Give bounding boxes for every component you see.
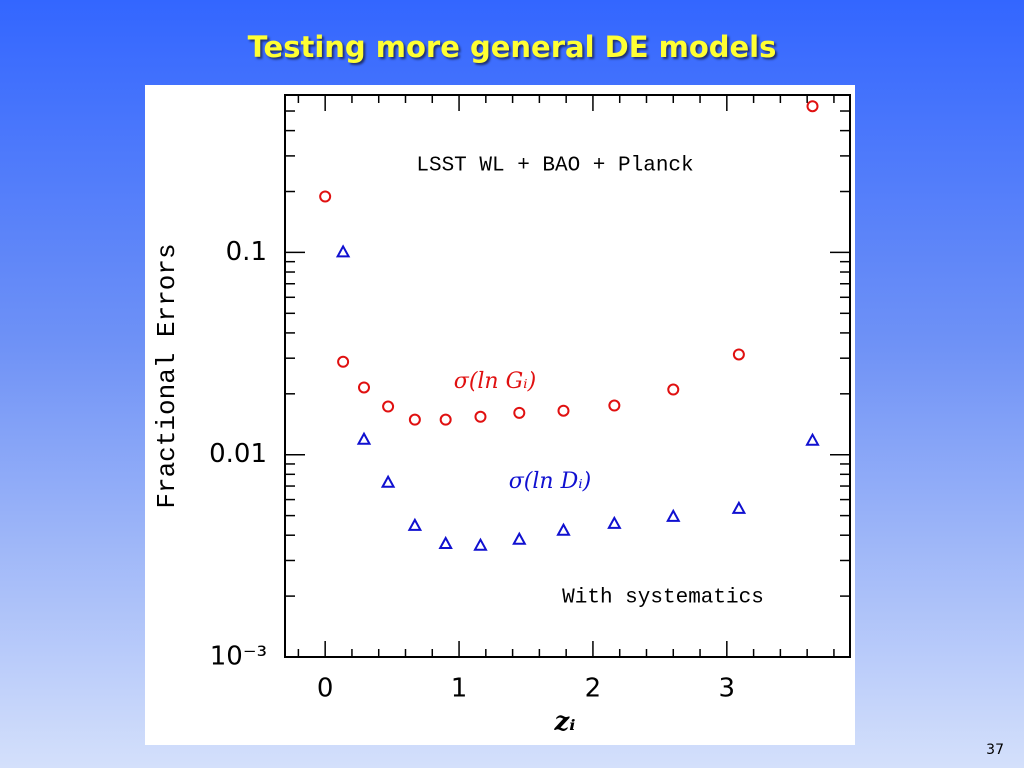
data-point <box>513 406 526 419</box>
annotation: With systematics <box>562 587 764 610</box>
data-point <box>731 500 747 514</box>
data-point <box>474 410 487 423</box>
data-point <box>732 348 745 361</box>
chart-background <box>145 85 855 745</box>
y-tick-label: 0.1 <box>226 237 267 267</box>
data-point <box>357 381 370 394</box>
data-point <box>335 244 351 258</box>
data-point <box>382 400 395 413</box>
data-point <box>557 404 570 417</box>
y-axis-label: Fractional Errors <box>152 243 182 508</box>
x-tick-label: 0 <box>317 674 334 704</box>
data-point <box>806 100 819 113</box>
slide-title: Testing more general DE models <box>247 30 777 64</box>
data-point <box>667 383 680 396</box>
data-point <box>408 413 421 426</box>
data-point <box>438 535 453 549</box>
series-label: σ(ln Gᵢ) <box>454 369 536 394</box>
y-tick-label: 10⁻³ <box>210 642 267 672</box>
data-point <box>407 517 423 531</box>
page-number: 37 <box>986 742 1004 758</box>
data-point <box>319 190 332 203</box>
x-tick-label: 3 <box>719 674 736 704</box>
data-point <box>337 355 350 368</box>
chart: LSST WL + BAO + Planck With systematics … <box>145 85 855 745</box>
data-point <box>666 508 681 522</box>
plot-frame <box>284 94 851 658</box>
y-tick-label: 0.01 <box>209 439 267 469</box>
data-point <box>556 522 571 536</box>
data-point <box>356 431 372 445</box>
x-tick-label: 1 <box>451 674 468 704</box>
x-tick-label: 2 <box>585 674 602 704</box>
series-label: σ(ln Dᵢ) <box>509 469 591 494</box>
data-point <box>608 399 621 412</box>
data-point <box>439 413 452 426</box>
data-point <box>380 474 396 488</box>
data-point <box>512 531 527 545</box>
data-point <box>473 537 488 551</box>
annotation: LSST WL + BAO + Planck <box>416 155 693 178</box>
data-point <box>805 432 820 446</box>
x-axis-label: zᵢ <box>554 707 576 737</box>
data-point <box>607 515 622 529</box>
